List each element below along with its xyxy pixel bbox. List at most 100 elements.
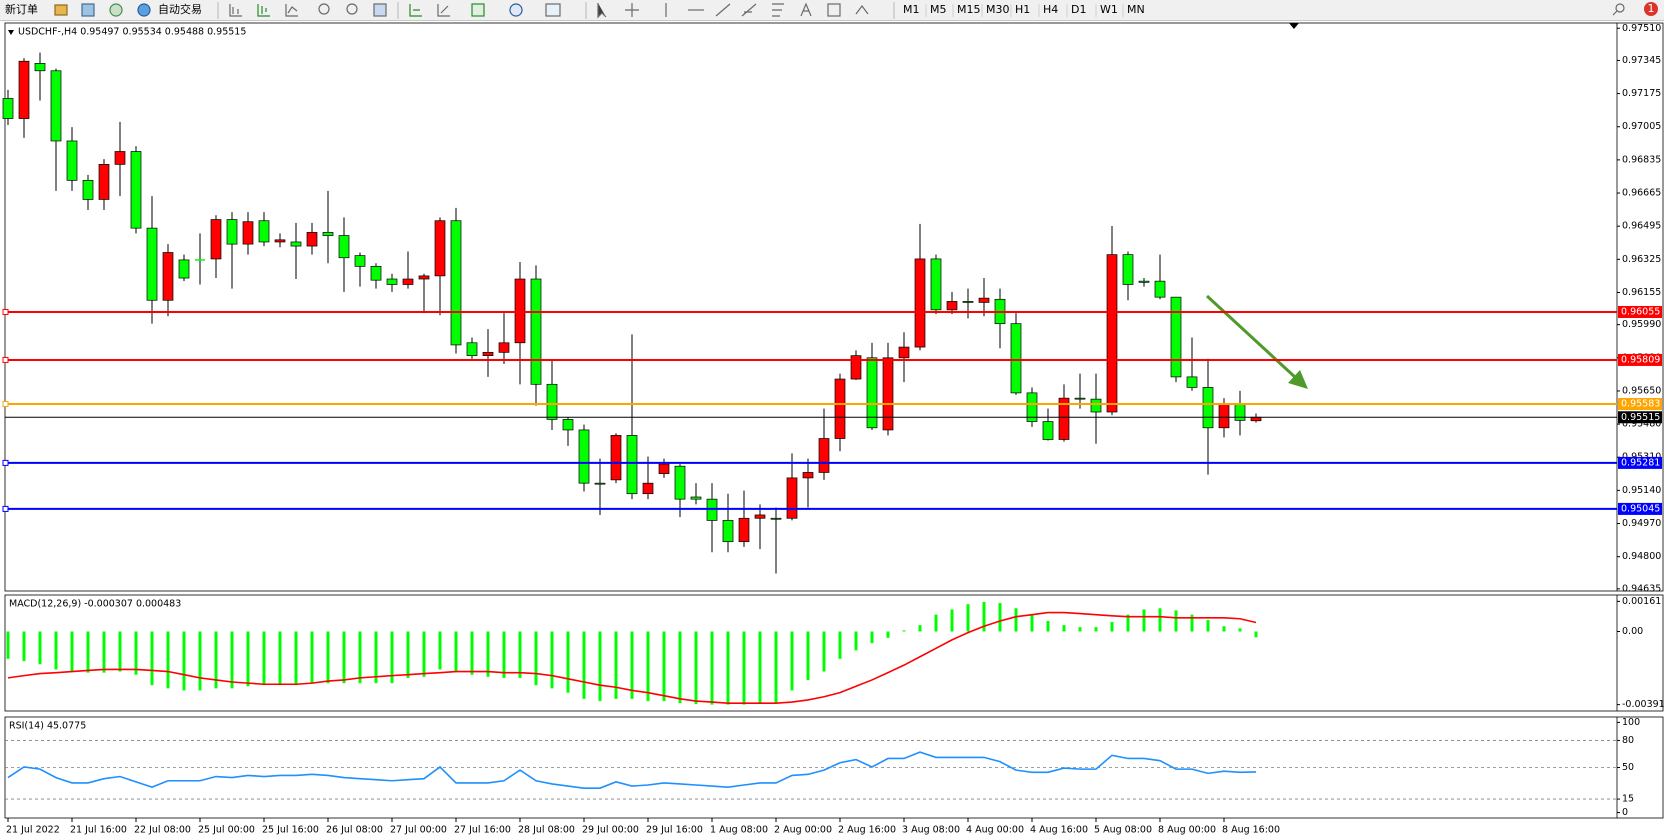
- icon: [715, 3, 731, 17]
- histogram-bar: [1222, 626, 1226, 632]
- y-tick-label: 0.96495: [1622, 221, 1661, 232]
- candle-body: [626, 435, 638, 495]
- price-label-box: [1618, 456, 1662, 469]
- histogram-bar: [86, 631, 90, 673]
- timeframe-button: MN: [1127, 3, 1145, 16]
- y-tick-label: 0.97345: [1622, 55, 1661, 66]
- candle-body: [690, 496, 702, 500]
- candle-body: [114, 151, 126, 165]
- trend-arrow-shaft: [1205, 294, 1298, 380]
- x-tick-label: 27 Jul 00:00: [390, 825, 447, 836]
- histogram-bar: [870, 631, 874, 644]
- candle-body: [1058, 397, 1070, 440]
- histogram-bar: [694, 631, 698, 705]
- candle-body: [18, 60, 30, 119]
- histogram-bar: [1254, 631, 1258, 638]
- candle-body: [178, 259, 190, 279]
- notification-badge: [1644, 2, 1658, 16]
- candle-body: [498, 342, 510, 353]
- candle-body: [1186, 376, 1198, 388]
- candle-body: [722, 520, 734, 543]
- y-tick-label: 0.95650: [1622, 385, 1661, 396]
- histogram-bar: [246, 631, 250, 687]
- histogram-bar: [454, 631, 458, 672]
- histogram-bar: [598, 631, 602, 702]
- candle-body: [882, 357, 894, 431]
- histogram-bar: [950, 609, 954, 632]
- toolbar-icons: [54, 2, 1625, 19]
- y-tick-label: -0.00391: [1622, 699, 1664, 710]
- histogram-bar: [854, 631, 858, 651]
- histogram-bar: [134, 631, 138, 675]
- x-tick-label: 28 Jul 08:00: [518, 825, 575, 836]
- price-label: 0.95809: [1621, 354, 1660, 365]
- histogram-bar: [1046, 621, 1050, 632]
- candle-body: [1202, 387, 1214, 429]
- histogram-bar: [534, 631, 538, 686]
- candle-body: [802, 472, 814, 479]
- histogram-bar: [1094, 627, 1098, 632]
- x-tick-label: 2 Aug 16:00: [838, 825, 896, 836]
- histogram-bar: [630, 631, 634, 699]
- search-icon: [1615, 3, 1625, 13]
- timeframe-button: H1: [1015, 3, 1030, 16]
- histogram-bar: [726, 631, 730, 705]
- histogram-bar: [374, 631, 378, 684]
- candle-body: [1234, 403, 1246, 421]
- candle-body: [850, 355, 862, 380]
- icon: [318, 3, 330, 15]
- y-tick-label: 50: [1622, 762, 1634, 773]
- candle-body: [658, 463, 670, 474]
- candle-body: [530, 278, 542, 385]
- candle-body: [1042, 421, 1054, 440]
- notification-count: 1: [1648, 2, 1655, 15]
- icon: [625, 3, 639, 17]
- candle-body: [146, 227, 158, 301]
- y-tick-label: 0.95480: [1622, 419, 1661, 430]
- candle-body: [1090, 398, 1102, 413]
- candle-body: [610, 435, 622, 481]
- histogram-bar: [1142, 609, 1146, 632]
- histogram-bar: [742, 631, 746, 705]
- histogram-bar: [214, 631, 218, 689]
- candle-body: [1154, 280, 1166, 298]
- histogram-bar: [118, 631, 122, 672]
- candle-body: [898, 346, 910, 359]
- icon: [109, 3, 123, 17]
- candle-body: [98, 164, 110, 200]
- y-tick-label: 0.97175: [1622, 88, 1661, 99]
- icon: [285, 4, 298, 17]
- histogram-bar: [566, 631, 570, 693]
- candle-body: [594, 482, 606, 485]
- histogram-bar: [390, 631, 394, 684]
- histogram-bar: [934, 614, 938, 632]
- histogram-bar: [422, 631, 426, 677]
- header-marker: [8, 30, 14, 35]
- y-tick-label: 0.94970: [1622, 518, 1661, 529]
- candle-body: [834, 378, 846, 439]
- y-tick-label: 100: [1622, 717, 1640, 728]
- panel-frame: [4, 594, 1664, 712]
- histogram-bar: [806, 631, 810, 680]
- x-tick-label: 25 Jul 16:00: [262, 825, 319, 836]
- histogram-bar: [70, 631, 74, 672]
- timeframe-button: H4: [1043, 3, 1058, 16]
- candle-body: [1074, 397, 1086, 400]
- candle-body: [562, 419, 574, 431]
- candle-body: [770, 517, 782, 520]
- candle-body: [370, 265, 382, 281]
- candle-body: [82, 180, 94, 200]
- trend-arrow-head: [1288, 370, 1308, 389]
- x-tick-label: 8 Aug 16:00: [1222, 825, 1280, 836]
- indicator-line: [7, 611, 1257, 704]
- candle-body: [290, 241, 302, 247]
- trend-arrow: [1205, 294, 1308, 389]
- histogram-bar: [182, 631, 186, 691]
- timeframe-button: M30: [986, 3, 1010, 16]
- x-tick-label: 4 Aug 16:00: [1030, 825, 1088, 836]
- icon: [509, 3, 523, 17]
- histogram-bar: [614, 631, 618, 699]
- candle-body: [1138, 280, 1150, 283]
- panel-frame: [4, 22, 1664, 592]
- histogram-bar: [438, 631, 442, 670]
